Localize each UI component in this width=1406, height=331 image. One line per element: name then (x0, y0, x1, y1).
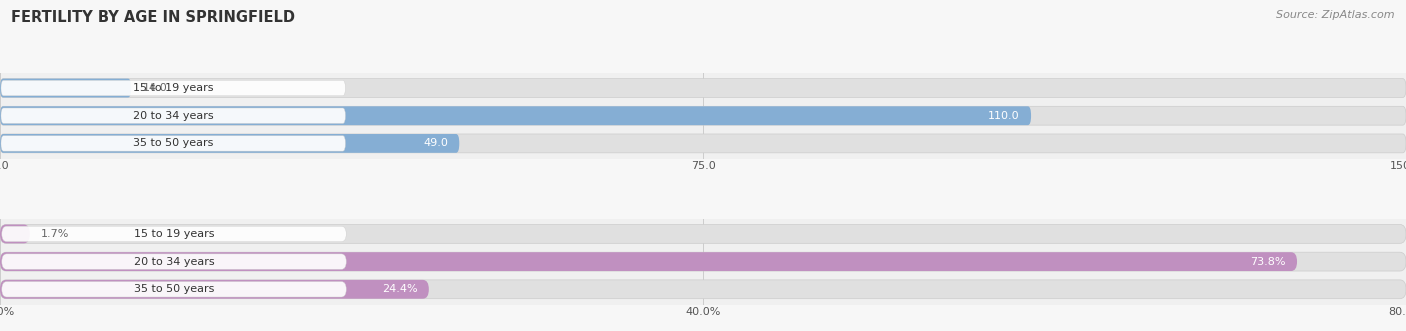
Text: 20 to 34 years: 20 to 34 years (134, 257, 214, 266)
FancyBboxPatch shape (0, 224, 1406, 243)
FancyBboxPatch shape (1, 80, 346, 96)
Text: 1.7%: 1.7% (41, 229, 69, 239)
FancyBboxPatch shape (0, 280, 1406, 299)
FancyBboxPatch shape (1, 226, 346, 242)
FancyBboxPatch shape (1, 254, 346, 269)
FancyBboxPatch shape (1, 282, 346, 297)
FancyBboxPatch shape (0, 224, 30, 243)
FancyBboxPatch shape (0, 106, 1031, 125)
FancyBboxPatch shape (0, 252, 1296, 271)
FancyBboxPatch shape (0, 79, 131, 97)
Text: FERTILITY BY AGE IN SPRINGFIELD: FERTILITY BY AGE IN SPRINGFIELD (11, 10, 295, 25)
FancyBboxPatch shape (1, 108, 346, 123)
FancyBboxPatch shape (0, 79, 1406, 97)
Text: 24.4%: 24.4% (382, 284, 418, 294)
Text: 73.8%: 73.8% (1250, 257, 1285, 266)
Text: 35 to 50 years: 35 to 50 years (134, 138, 214, 148)
Text: 15 to 19 years: 15 to 19 years (134, 83, 214, 93)
FancyBboxPatch shape (1, 136, 346, 151)
Text: 110.0: 110.0 (988, 111, 1019, 121)
FancyBboxPatch shape (0, 252, 1406, 271)
Text: 20 to 34 years: 20 to 34 years (134, 111, 214, 121)
Text: Source: ZipAtlas.com: Source: ZipAtlas.com (1277, 10, 1395, 20)
FancyBboxPatch shape (0, 106, 1406, 125)
FancyBboxPatch shape (0, 134, 460, 153)
FancyBboxPatch shape (0, 134, 1406, 153)
Text: 14.0: 14.0 (142, 83, 167, 93)
Text: 15 to 19 years: 15 to 19 years (134, 229, 214, 239)
FancyBboxPatch shape (0, 280, 429, 299)
Text: 49.0: 49.0 (423, 138, 449, 148)
Text: 35 to 50 years: 35 to 50 years (134, 284, 214, 294)
